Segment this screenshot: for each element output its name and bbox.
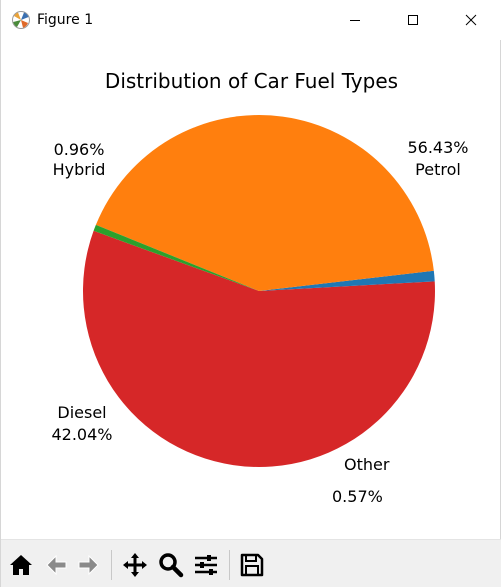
save-button[interactable] xyxy=(237,550,267,580)
configure-subplots-button[interactable] xyxy=(191,550,221,580)
forward-arrow-icon xyxy=(78,554,99,576)
minimize-button[interactable] xyxy=(332,0,378,40)
home-icon xyxy=(10,555,32,575)
pie-slice-diesel xyxy=(95,115,434,291)
chart-title: Distribution of Car Fuel Types xyxy=(104,69,399,93)
window-title: Figure 1 xyxy=(37,12,94,28)
diesel-percent-label: 42.04% xyxy=(51,425,113,444)
maximize-button[interactable] xyxy=(390,0,436,40)
petrol-percent-label: 56.43% xyxy=(407,138,469,157)
back-button[interactable] xyxy=(41,550,71,580)
home-button[interactable] xyxy=(6,550,36,580)
other-label: Other xyxy=(344,455,390,474)
other-percent-label: 0.57% xyxy=(332,487,383,506)
pie-slice-other xyxy=(93,224,259,291)
zoom-button[interactable] xyxy=(156,550,186,580)
minimize-icon xyxy=(350,20,360,21)
toolbar-separator xyxy=(111,550,112,580)
petrol-label: Petrol xyxy=(415,160,461,179)
sliders-icon xyxy=(195,555,217,575)
back-arrow-icon xyxy=(46,554,67,576)
maximize-icon xyxy=(408,15,418,25)
close-button[interactable] xyxy=(448,0,494,40)
forward-button[interactable] xyxy=(74,550,104,580)
pan-button[interactable] xyxy=(120,550,150,580)
floppy-disk-icon xyxy=(240,553,264,577)
hybrid-percent-label: 0.96% xyxy=(53,140,105,159)
pie-slice-hybrid xyxy=(259,270,435,291)
diesel-label: Diesel xyxy=(57,403,107,422)
move-icon xyxy=(123,553,147,577)
close-icon xyxy=(465,14,477,26)
toolbar-separator xyxy=(229,550,230,580)
magnifier-icon xyxy=(159,553,184,578)
hybrid-label: Hybrid xyxy=(52,160,106,179)
pie-slice-petrol xyxy=(82,230,435,467)
matplotlib-icon xyxy=(11,10,31,30)
title-bar: Figure 1 xyxy=(1,0,501,40)
navigation-toolbar xyxy=(1,539,501,587)
